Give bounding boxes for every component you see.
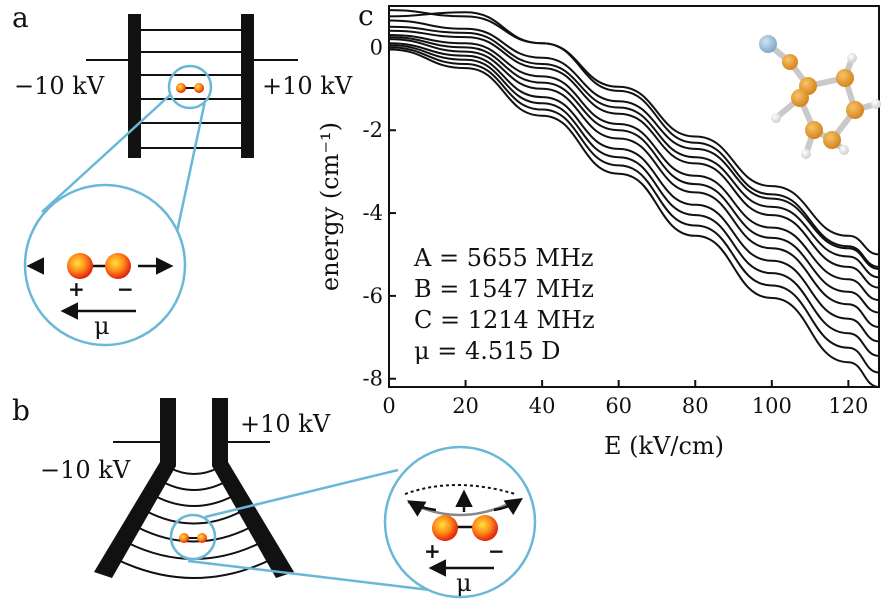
right-voltage-label: +10 kV xyxy=(240,410,331,438)
annotation-a: A = 5655 MHz xyxy=(413,244,594,272)
series-line-4 xyxy=(389,25,879,279)
zoom-line-bottom xyxy=(187,559,431,592)
annotation-b: B = 1547 MHz xyxy=(414,275,594,303)
series-line-5 xyxy=(389,29,879,289)
y-tick-label: -4 xyxy=(363,201,383,225)
x-tick-label: 40 xyxy=(529,394,556,418)
plot-frame xyxy=(388,5,880,388)
right-voltage-label: +10 kV xyxy=(262,72,353,100)
dipole-molecule xyxy=(26,253,174,279)
atom-left xyxy=(432,515,458,541)
left-voltage-label: −10 kV xyxy=(40,456,131,484)
left-electrode xyxy=(128,14,141,158)
field-lines xyxy=(141,29,241,149)
right-electrode xyxy=(241,14,254,158)
plus-sign: + xyxy=(68,277,85,301)
x-tick-label: 20 xyxy=(452,394,479,418)
annotation-mu: μ = 4.515 D xyxy=(414,337,561,365)
y-axis-label: energy (cm⁻¹) xyxy=(316,122,344,291)
zoom-source-circle xyxy=(167,64,213,110)
left-electrode xyxy=(94,398,176,578)
field-lines xyxy=(117,467,271,579)
right-electrode xyxy=(212,398,294,578)
zoom-line-right xyxy=(172,100,207,247)
series-line-1 xyxy=(389,9,879,256)
series-line-7 xyxy=(389,36,879,314)
minus-sign: − xyxy=(117,277,134,301)
parameter-annotations: A = 5655 MHz B = 1547 MHz C = 1214 MHz μ… xyxy=(413,244,595,365)
atom-right xyxy=(105,253,131,279)
x-tick-label: 120 xyxy=(828,394,868,418)
small-molecule xyxy=(176,83,204,93)
x-tick-label: 100 xyxy=(752,394,792,418)
annotation-c: C = 1214 MHz xyxy=(414,306,595,334)
series-line-11 xyxy=(389,46,879,374)
minus-sign: − xyxy=(488,539,505,563)
x-tick-label: 0 xyxy=(382,394,395,418)
series-line-3 xyxy=(389,19,879,270)
series-line-8 xyxy=(389,38,879,328)
zoom-source-circle xyxy=(169,513,217,561)
series-line-9 xyxy=(389,42,879,343)
atom-right xyxy=(472,515,498,541)
y-tick-label: -6 xyxy=(363,284,383,308)
y-tick-label: -8 xyxy=(363,367,383,391)
panel-c-letter: c xyxy=(358,0,374,32)
y-tick-label: 0 xyxy=(370,35,383,59)
zoom-line-left xyxy=(41,94,171,213)
left-voltage-label: −10 kV xyxy=(14,72,105,100)
panel-b: b +10 kV −10 kV xyxy=(12,394,537,599)
atom-left xyxy=(67,253,93,279)
plot-series xyxy=(389,9,879,387)
dipole-molecule xyxy=(404,484,523,541)
zoom-circle xyxy=(383,445,537,599)
panel-c: c 0 20 40 60 80 100 120 0 -2 -4 -6 -8 E (kV/cm) ene… xyxy=(316,0,881,460)
arrow-left xyxy=(406,500,437,517)
plus-sign: + xyxy=(424,539,441,563)
x-tick-label: 60 xyxy=(605,394,632,418)
axis-ticks: 0 20 40 60 80 100 120 0 -2 -4 -6 -8 xyxy=(363,35,869,418)
series-line-10 xyxy=(389,44,879,357)
x-axis-label: E (kV/cm) xyxy=(604,432,724,460)
series-line-6 xyxy=(389,34,879,301)
y-tick-label: -2 xyxy=(363,118,383,142)
panel-a: a −10 kV +10 kV xyxy=(12,1,353,347)
arrow-right xyxy=(493,498,523,516)
panel-a-letter: a xyxy=(12,1,29,34)
small-molecule xyxy=(179,533,207,543)
mu-label: μ xyxy=(456,569,472,597)
x-tick-label: 80 xyxy=(682,394,709,418)
panel-b-letter: b xyxy=(12,394,30,427)
zoom-line-top xyxy=(204,468,399,519)
series-line-2 xyxy=(389,11,879,268)
benzonitrile-molecule-icon xyxy=(759,35,881,159)
series-line-12 xyxy=(389,48,879,387)
mu-label: μ xyxy=(94,312,110,340)
field-curve-dotted xyxy=(404,484,516,495)
